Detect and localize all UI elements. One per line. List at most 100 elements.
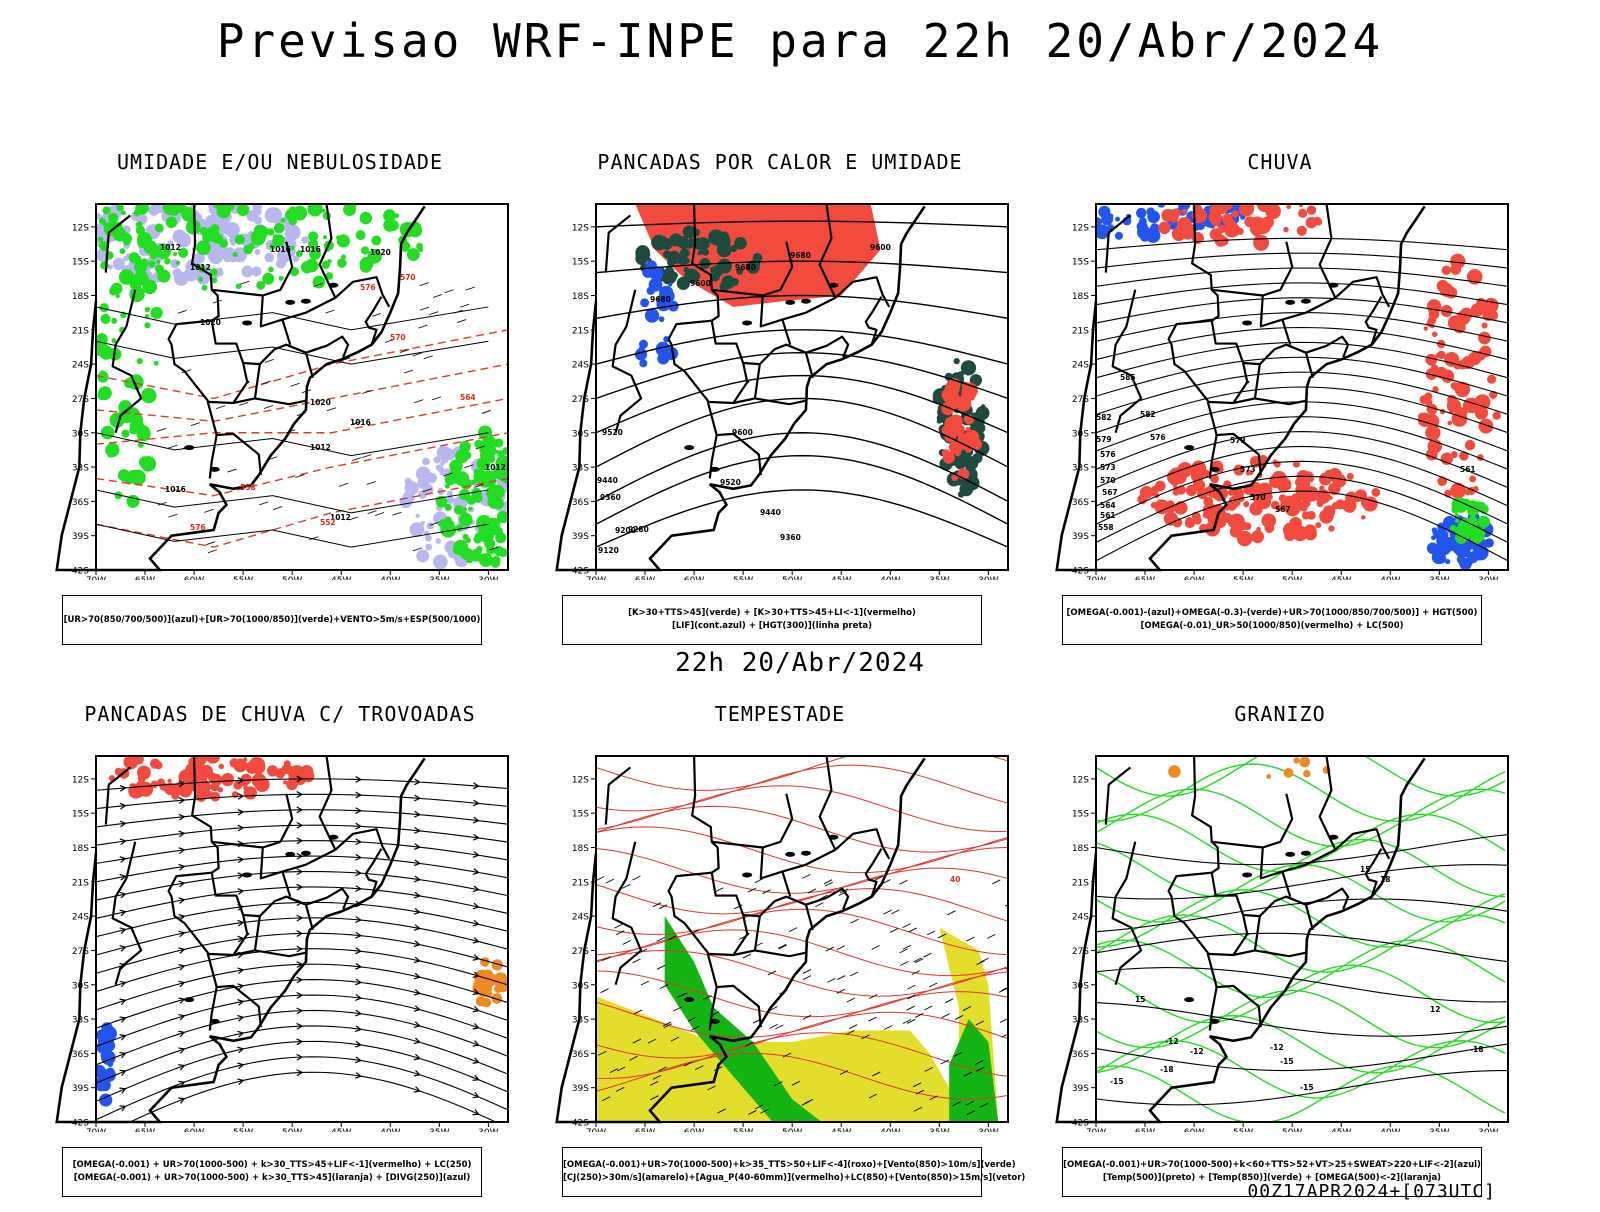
lat-tick-label: 24S (1072, 913, 1089, 923)
jet-yellow (596, 996, 950, 1122)
shade-cell (1484, 538, 1494, 548)
shade-cell (295, 250, 303, 258)
wind-vector (965, 1100, 974, 1106)
wind-vector (849, 971, 859, 977)
shade-cell (1202, 510, 1211, 519)
shade-cell (232, 251, 238, 258)
flow-arrow (355, 838, 362, 846)
hgt500-line (1096, 282, 1508, 306)
coastline (1055, 757, 1426, 1124)
lake (828, 282, 839, 288)
wind-vector (703, 995, 712, 1001)
wind-vector (975, 1060, 984, 1065)
shade-cell (495, 532, 507, 544)
shade-cell (209, 268, 218, 277)
flow-arrow (296, 806, 303, 814)
thickness-line (96, 477, 508, 548)
flow-arrow (413, 1005, 421, 1012)
state-border (691, 755, 720, 874)
state-border (716, 432, 762, 476)
flow-arrow (413, 924, 421, 931)
shade-cell (1299, 756, 1311, 768)
lon-tick-label: 65W (1135, 1128, 1155, 1132)
shade-cell (657, 293, 670, 305)
contour-label: -12 (1165, 1037, 1179, 1046)
shade-cell (179, 786, 190, 797)
shade-cell (1450, 381, 1459, 390)
shade-cell (1154, 480, 1166, 492)
shade-cell (284, 230, 292, 238)
legend-line: [K>30+TTS>45](verde) + [K>30+TTS>45+LI<-… (628, 608, 916, 618)
shade-cell (285, 208, 298, 222)
map-layer (596, 204, 1008, 548)
shade-cell (110, 282, 123, 295)
shade-cell (444, 503, 452, 511)
flow-arrow (119, 873, 126, 881)
flow-arrow (296, 961, 303, 968)
wind-vector (924, 1005, 933, 1011)
shade-cell (1268, 494, 1273, 500)
flow-arrow (119, 980, 126, 988)
shade-cell (1469, 475, 1477, 483)
state-border (1216, 432, 1262, 476)
state-border (104, 214, 132, 273)
wind-vector (913, 957, 922, 963)
shade-cell (1459, 558, 1472, 570)
lat-tick-label: 30S (72, 429, 89, 439)
shade-cell (175, 260, 181, 266)
flow-arrow (237, 1062, 244, 1070)
flow-arrow (355, 1025, 362, 1033)
wind-vector (929, 1095, 938, 1101)
contour-label: 576 (1100, 450, 1116, 459)
wind-vector (769, 1023, 778, 1029)
shade-cell (1292, 525, 1308, 542)
state-border (1318, 203, 1337, 299)
wind-vector (924, 1066, 933, 1072)
shade-cell (280, 218, 286, 223)
hgt300-line (596, 351, 1008, 400)
map-frame (595, 755, 1009, 1123)
shade-cell (955, 395, 972, 412)
wind-vector (952, 1101, 961, 1107)
flow-arrow (413, 940, 421, 948)
shade-cell (426, 522, 434, 530)
shade-cell (118, 269, 135, 285)
shade-cell (128, 783, 144, 799)
shade-cell (359, 257, 374, 271)
wind-vector (923, 952, 932, 958)
shade-cell (485, 486, 499, 500)
flow-arrow (178, 1030, 185, 1038)
wind-vector (313, 283, 323, 287)
map-granizo: 12S 15S 18S 21S 24S 27S 30S 33S 36S 39S 42S70W 65W 6… (1040, 732, 1520, 1138)
wind-vector (747, 887, 757, 893)
wind-vector (190, 422, 201, 426)
shade-cell (133, 270, 149, 286)
wind-vector (272, 506, 283, 510)
shade-cell (178, 247, 189, 258)
wind-vector (871, 945, 880, 950)
lake (300, 850, 311, 856)
wind-vector (177, 310, 187, 314)
map-svg: 12S 15S 18S 21S 24S 27S 30S 33S 36S 39S 42S70W 65W 6… (555, 203, 1009, 586)
shade-cell (1477, 515, 1491, 528)
flow-arrow (296, 775, 303, 783)
shade-cell (1346, 504, 1355, 513)
wind-vector (632, 875, 641, 881)
lake (285, 851, 296, 857)
shade-cell (117, 469, 131, 482)
wind-vector (979, 1102, 989, 1108)
lon-tick-label: 65W (635, 1128, 655, 1132)
wind-vector (240, 280, 250, 285)
contour-label: 567 (1275, 505, 1291, 514)
shade-cell (697, 251, 702, 256)
shade-cell (1431, 527, 1438, 533)
flow-arrow (472, 868, 479, 876)
shade-cell (217, 787, 224, 793)
wind-vector (598, 1050, 607, 1056)
shade-cell (131, 413, 144, 426)
wind-vector (475, 445, 485, 450)
shade-cell (1435, 353, 1441, 359)
wind-vector (374, 512, 385, 516)
wind-vector (632, 1038, 642, 1044)
wind-vector (868, 1016, 877, 1022)
